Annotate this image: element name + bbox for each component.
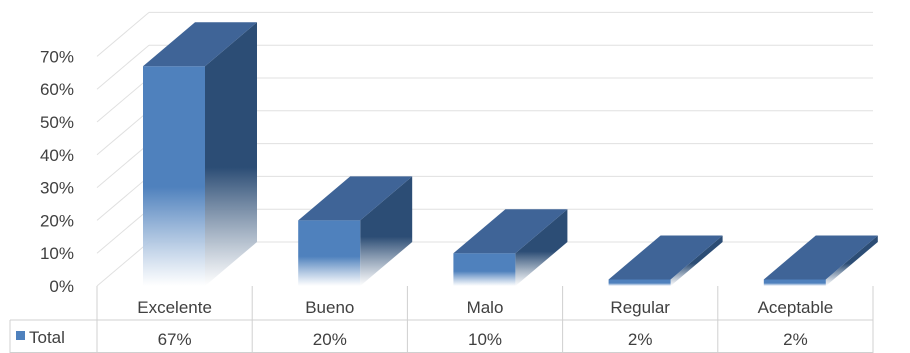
y-tick-label: 0% <box>49 277 74 296</box>
grid-line-diagonal <box>96 110 150 156</box>
bar-front <box>298 220 361 286</box>
data-table: Excelente Bueno Malo Regular Aceptable Total 6… <box>9 286 874 353</box>
y-tick-label: 40% <box>40 146 74 165</box>
bar-front <box>763 279 826 286</box>
bar-side <box>205 22 257 287</box>
category-label: Bueno <box>305 298 354 317</box>
grid-line-diagonal <box>96 241 150 287</box>
category-label: Aceptable <box>758 298 834 317</box>
bar-excelente <box>143 22 257 287</box>
data-label: 20% <box>313 330 347 349</box>
data-label: 67% <box>158 330 192 349</box>
data-label: 2% <box>628 330 653 349</box>
grid-line-diagonal <box>96 176 150 221</box>
grid-layer <box>96 11 873 287</box>
bar-top <box>763 235 878 280</box>
category-label: Malo <box>467 298 504 317</box>
y-tick-label: 10% <box>40 244 74 263</box>
bar-bueno <box>298 176 413 286</box>
bar-side <box>670 235 723 286</box>
bar-regular <box>608 235 723 286</box>
bar-front <box>143 66 205 287</box>
legend-swatch <box>16 331 25 340</box>
grid-line-diagonal <box>96 44 150 90</box>
bar-front <box>608 279 671 286</box>
y-tick-label: 50% <box>40 113 74 132</box>
bar-top <box>298 176 413 221</box>
y-axis-ticks: 0% 10% 20% 30% 40% 50% 60% 70% <box>40 47 74 296</box>
data-label: 2% <box>783 330 808 349</box>
grid-line-diagonal <box>96 12 150 57</box>
y-tick-label: 60% <box>40 80 74 99</box>
bar-top <box>453 209 568 254</box>
category-label: Regular <box>610 298 670 317</box>
bar-side <box>360 176 413 286</box>
legend-series-name: Total <box>29 328 65 347</box>
grid-line-diagonal <box>96 208 150 254</box>
bar-side <box>825 235 878 286</box>
data-label: 10% <box>468 330 502 349</box>
category-label: Excelente <box>137 298 212 317</box>
bar-aceptable <box>763 235 878 286</box>
bar-malo <box>453 209 568 286</box>
bar-side <box>515 209 568 286</box>
bar-top <box>608 235 723 280</box>
y-tick-label: 70% <box>40 47 74 66</box>
bar-top <box>143 22 257 67</box>
bar-front <box>453 253 516 286</box>
bars <box>143 22 878 287</box>
y-tick-label: 20% <box>40 211 74 230</box>
grid-line-diagonal <box>96 77 150 123</box>
grid-line-diagonal <box>96 143 150 188</box>
y-tick-label: 30% <box>40 179 74 198</box>
